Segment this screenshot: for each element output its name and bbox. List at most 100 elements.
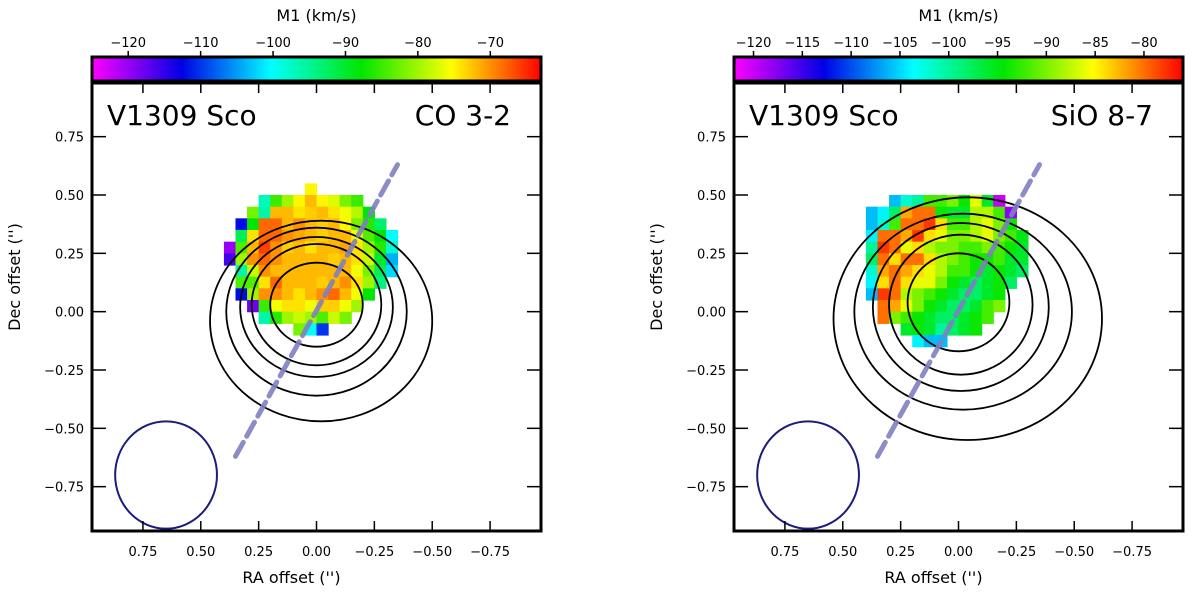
velocity-pixel xyxy=(935,288,948,301)
velocity-pixel xyxy=(865,218,879,231)
intensity-contour xyxy=(269,261,364,348)
velocity-pixel xyxy=(235,230,248,243)
velocity-pixel xyxy=(385,265,399,278)
velocity-pixel xyxy=(900,265,913,278)
colorbar-tick-label: −120 xyxy=(110,36,146,51)
velocity-pixel xyxy=(877,311,890,324)
velocity-pixel xyxy=(865,206,879,219)
velocity-pixel xyxy=(328,300,341,313)
colorbar-tick-label: −80 xyxy=(1130,36,1157,51)
x-tick-label: −0.75 xyxy=(1112,545,1152,560)
colorbar xyxy=(90,55,543,83)
y-tick-label: 0.25 xyxy=(55,247,84,262)
velocity-pixel xyxy=(970,241,983,254)
velocity-pixel xyxy=(889,265,902,278)
velocity-pixel xyxy=(923,288,936,301)
velocity-pixel xyxy=(900,195,913,208)
velocity-pixel xyxy=(1004,276,1017,289)
intensity-contour xyxy=(853,212,1073,411)
velocity-pixel xyxy=(900,288,913,301)
velocity-pixel xyxy=(328,195,341,208)
velocity-pixel xyxy=(258,311,271,324)
velocity-pixel xyxy=(958,253,971,266)
velocity-pixel xyxy=(293,300,306,313)
colorbar-tick-label: −90 xyxy=(332,36,359,51)
velocity-pixel xyxy=(281,206,294,219)
beam-ellipse xyxy=(756,420,860,530)
velocity-pixel xyxy=(339,218,352,231)
velocity-pixel xyxy=(877,276,890,289)
velocity-pixel xyxy=(316,230,329,243)
velocity-pixel xyxy=(958,241,971,254)
velocity-pixel xyxy=(223,241,237,254)
velocity-pixel xyxy=(923,323,936,336)
panel-label: V1309 Sco xyxy=(107,99,257,132)
plot-area xyxy=(114,162,434,530)
velocity-pixel xyxy=(281,253,294,266)
velocity-pixel xyxy=(328,253,341,266)
velocity-pixel xyxy=(351,206,364,219)
velocity-pixel xyxy=(1004,241,1017,254)
velocity-pixel xyxy=(316,323,329,336)
x-tick-label: 0.75 xyxy=(128,545,157,560)
outflow-axis-line xyxy=(232,162,401,459)
velocity-pixel xyxy=(281,195,294,208)
y-tick-label: 0.00 xyxy=(697,306,726,321)
line-label: CO 3-2 xyxy=(415,99,511,132)
velocity-pixel xyxy=(351,195,364,208)
velocity-pixel xyxy=(293,276,306,289)
velocity-pixel xyxy=(935,311,948,324)
velocity-pixel xyxy=(958,218,971,231)
velocity-pixel xyxy=(316,206,329,219)
y-tick-label: −0.75 xyxy=(686,481,726,496)
velocity-pixel xyxy=(912,230,925,243)
velocity-pixel xyxy=(293,206,306,219)
y-tick-label: 0.50 xyxy=(55,189,84,204)
velocity-pixel xyxy=(223,253,237,266)
velocity-pixel xyxy=(970,323,983,336)
velocity-pixel xyxy=(900,300,913,313)
velocity-pixel xyxy=(935,300,948,313)
velocity-pixel xyxy=(923,206,936,219)
velocity-pixel xyxy=(889,300,902,313)
velocity-pixel xyxy=(258,218,271,231)
velocity-pixel xyxy=(339,276,352,289)
velocity-pixel xyxy=(923,195,936,208)
velocity-pixel xyxy=(958,276,971,289)
velocity-pixel xyxy=(865,241,879,254)
colorbar-tick-label: −85 xyxy=(1081,36,1108,51)
velocity-pixel xyxy=(981,300,994,313)
y-tick-label: 0.75 xyxy=(697,131,726,146)
colorbar-tick-label: −100 xyxy=(255,36,291,51)
velocity-pixel xyxy=(316,311,329,324)
velocity-pixel xyxy=(247,230,260,243)
velocity-pixel xyxy=(385,241,399,254)
velocity-pixel xyxy=(351,265,364,278)
x-tick-label: 0.75 xyxy=(770,545,799,560)
velocity-pixel xyxy=(946,276,960,289)
velocity-pixel xyxy=(877,300,890,313)
velocity-pixel xyxy=(374,218,387,231)
velocity-pixel xyxy=(1016,253,1029,266)
velocity-pixel xyxy=(935,230,948,243)
velocity-pixel xyxy=(339,206,352,219)
velocity-pixel xyxy=(970,300,983,313)
velocity-pixel xyxy=(946,230,960,243)
velocity-pixel xyxy=(946,206,960,219)
velocity-pixel xyxy=(993,206,1006,219)
velocity-pixel xyxy=(374,241,387,254)
velocity-pixel xyxy=(970,288,983,301)
velocity-pixel xyxy=(293,288,306,301)
y-tick-label: −0.25 xyxy=(44,364,84,379)
velocity-pixel xyxy=(958,323,971,336)
velocity-pixel xyxy=(900,241,913,254)
velocity-pixel xyxy=(247,253,260,266)
colorbar-tick-label: −110 xyxy=(833,36,869,51)
velocity-pixel xyxy=(281,276,294,289)
velocity-pixel xyxy=(993,253,1006,266)
y-tick-label: 0.00 xyxy=(55,306,84,321)
y-axis-label: Dec offset ('') xyxy=(5,223,24,331)
colorbar-label: M1 (km/s) xyxy=(276,6,356,25)
velocity-pixel xyxy=(293,253,306,266)
velocity-pixel xyxy=(304,276,318,289)
